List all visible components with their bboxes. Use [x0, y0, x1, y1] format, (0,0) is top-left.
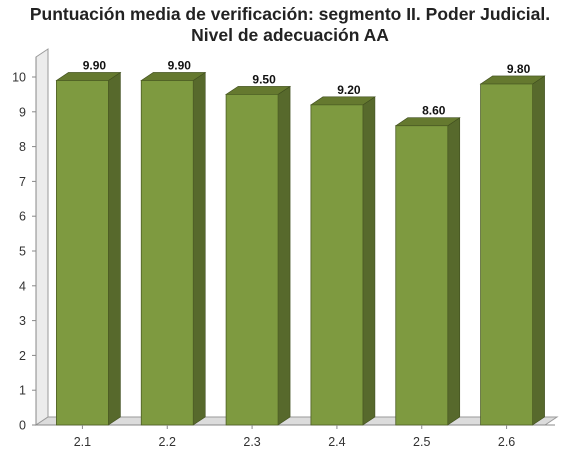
bar-side	[277, 85, 291, 426]
y-tick-label: 4	[19, 279, 26, 293]
bar	[225, 94, 279, 426]
bar-side	[532, 75, 545, 426]
x-tick-label: 2.6	[498, 435, 515, 449]
x-tick-label: 2.2	[159, 435, 176, 449]
data-label: 9.50	[252, 72, 276, 86]
y-tick-label: 7	[19, 175, 26, 189]
bar	[310, 104, 364, 426]
bar-side	[108, 71, 121, 426]
y-tick-label: 5	[19, 245, 26, 259]
y-tick-label: 6	[19, 210, 26, 224]
data-label: 9.90	[168, 58, 192, 72]
chart-title: Puntuación media de verificación: segmen…	[0, 4, 580, 46]
y-tick-label: 10	[12, 71, 26, 85]
bar-side	[362, 96, 376, 426]
x-tick-label: 2.1	[74, 435, 91, 449]
y-tick-label: 0	[19, 419, 26, 433]
bar	[140, 80, 194, 426]
y-tick-label: 2	[19, 349, 26, 363]
y-tick-label: 8	[19, 140, 26, 154]
data-label: 9.80	[507, 62, 531, 76]
bar	[56, 80, 109, 426]
data-label: 9.20	[337, 83, 361, 97]
side-wall	[35, 48, 49, 426]
bar	[480, 83, 533, 426]
bar-side	[192, 71, 206, 426]
y-tick-label: 1	[19, 384, 26, 398]
y-tick-label: 3	[19, 314, 26, 328]
x-tick-label: 2.4	[328, 435, 345, 449]
data-label: 9.90	[83, 58, 107, 72]
chart-title-line2: Nivel de adecuación AA	[191, 25, 389, 45]
chart-title-line1: Puntuación media de verificación: segmen…	[29, 4, 551, 24]
x-tick-label: 2.5	[413, 435, 430, 449]
bar	[395, 125, 449, 426]
data-label: 8.60	[422, 104, 446, 118]
y-tick-label: 9	[19, 105, 26, 119]
x-tick-label: 2.3	[243, 435, 260, 449]
bar-side	[447, 117, 461, 426]
